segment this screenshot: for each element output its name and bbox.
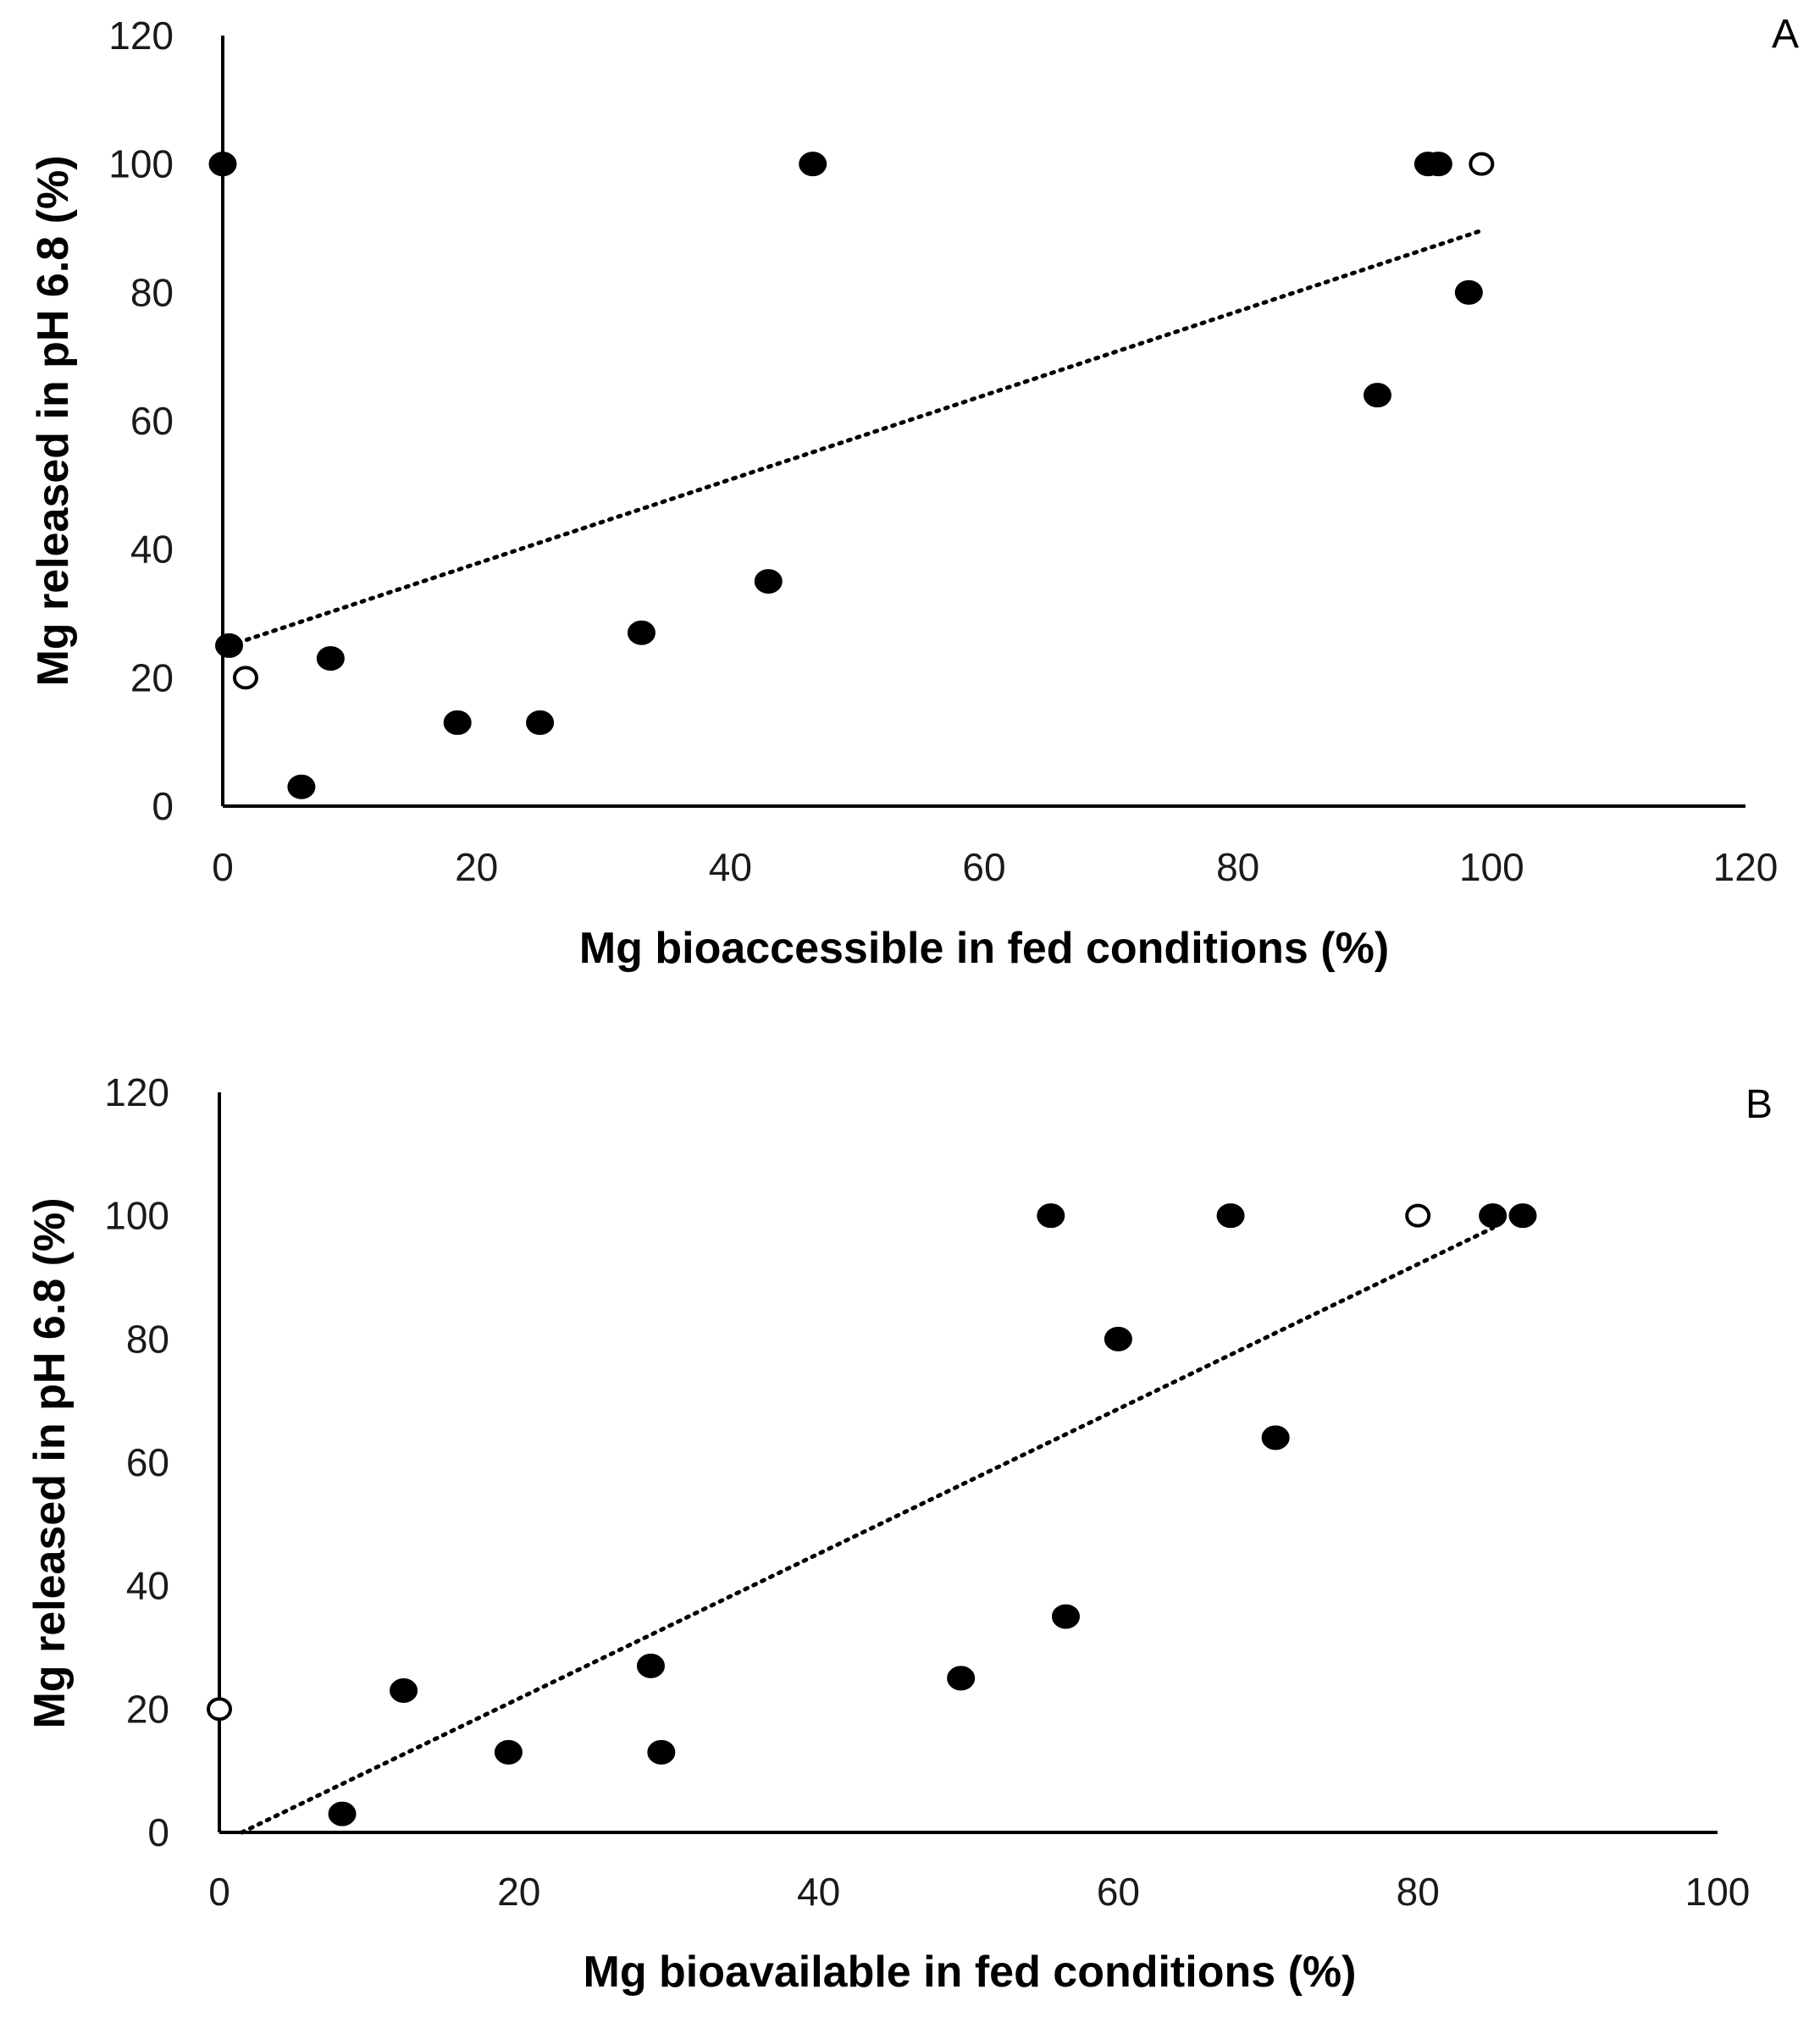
panel-a-x-tick-label: 60 [962,845,1005,889]
panel-a-x-tick-label: 20 [455,845,498,889]
panel-a-filled-point [443,710,472,735]
panel-a-filled-point [526,710,555,735]
panel-b-y-tick-label: 40 [126,1564,169,1608]
panel-b-y-tick-label: 60 [126,1440,169,1484]
panel-b-filled-point [328,1801,357,1826]
panel-a: 0 20 40 60 80 100 120 0 20 40 60 80 100 120 A Mg bio… [29,12,1799,973]
panel-a-x-tick-label: 40 [709,845,752,889]
panel-b-y-tick-label: 80 [126,1317,169,1361]
panel-b-filled-point [494,1739,523,1765]
panel-a-x-tick-label: 120 [1713,845,1779,889]
panel-a-y-tick-label: 120 [108,14,174,58]
panel-a-y-tick-label: 20 [130,655,174,699]
panel-b-y-tick-label: 0 [147,1810,169,1854]
panel-a-filled-point [627,620,656,645]
panel-b-filled-point [947,1666,976,1691]
panel-b-y-axis-title: Mg released in pH 6.8 (%) [25,1197,75,1728]
panel-a-open-point [1469,152,1495,176]
panel-b-x-tick-label: 60 [1097,1870,1140,1914]
panel-b-filled-point [1508,1203,1537,1229]
panel-a-x-tick-label: 100 [1459,845,1524,889]
panel-a-x-tick-label: 80 [1216,845,1259,889]
panel-a-y-tick-label: 100 [108,142,174,186]
panel-b-filled-point [647,1739,676,1765]
panel-b-x-tick-label: 80 [1397,1870,1440,1914]
panel-a-y-tick-label: 80 [130,270,174,314]
panel-b-y-tick-label: 20 [126,1687,169,1731]
panel-b-filled-point [390,1677,418,1703]
panel-a-filled-point [208,152,237,177]
panel-b-x-axis-title: Mg bioavailable in fed conditions (%) [584,1948,1357,1997]
panel-b-x-tick-label: 100 [1685,1870,1751,1914]
panel-a-filled-point [799,152,827,177]
panel-a-label: A [1772,12,1799,57]
panel-b-x-tick-label: 20 [497,1870,540,1914]
panel-a-filled-point [1363,383,1391,408]
panel-b-filled-point [1104,1326,1132,1351]
panel-a-x-axis-title: Mg bioaccessible in fed conditions (%) [579,924,1389,973]
panel-a-trendline [226,229,1481,648]
panel-a-filled-point [754,569,783,594]
panel-b-x-tick-label: 40 [797,1870,840,1914]
panel-b-label: B [1745,1082,1773,1127]
panel-b: 0 20 40 60 80 100 120 0 20 40 60 80 100 B Mg bioava… [25,1070,1773,1997]
panel-b-filled-point [1051,1604,1080,1629]
panel-b-x-tick-label: 0 [208,1870,230,1914]
panel-b-filled-point [1479,1203,1507,1229]
panel-b-trendline [240,1225,1496,1835]
panel-a-filled-point [287,774,316,799]
panel-b-filled-point [1261,1425,1290,1451]
panel-a-open-point [232,666,258,690]
panel-a-filled-point [316,646,345,671]
panel-b-filled-point [1037,1203,1065,1229]
panel-a-filled-point [1424,152,1452,177]
panel-a-x-tick-label: 0 [212,845,234,889]
panel-a-y-tick-label: 0 [152,784,174,828]
panel-a-y-tick-label: 40 [130,528,174,572]
panel-b-open-point [207,1697,232,1721]
panel-b-filled-point [1216,1203,1245,1229]
panel-a-filled-point [214,633,243,658]
panel-a-filled-point [1454,279,1483,305]
panel-b-filled-point [636,1653,665,1678]
panel-a-y-tick-label: 60 [130,399,174,443]
panel-a-y-axis-title: Mg released in pH 6.8 (%) [29,155,78,686]
panel-b-y-tick-label: 120 [104,1070,169,1114]
panel-b-y-tick-label: 100 [104,1194,169,1238]
panel-b-open-point [1405,1203,1431,1228]
